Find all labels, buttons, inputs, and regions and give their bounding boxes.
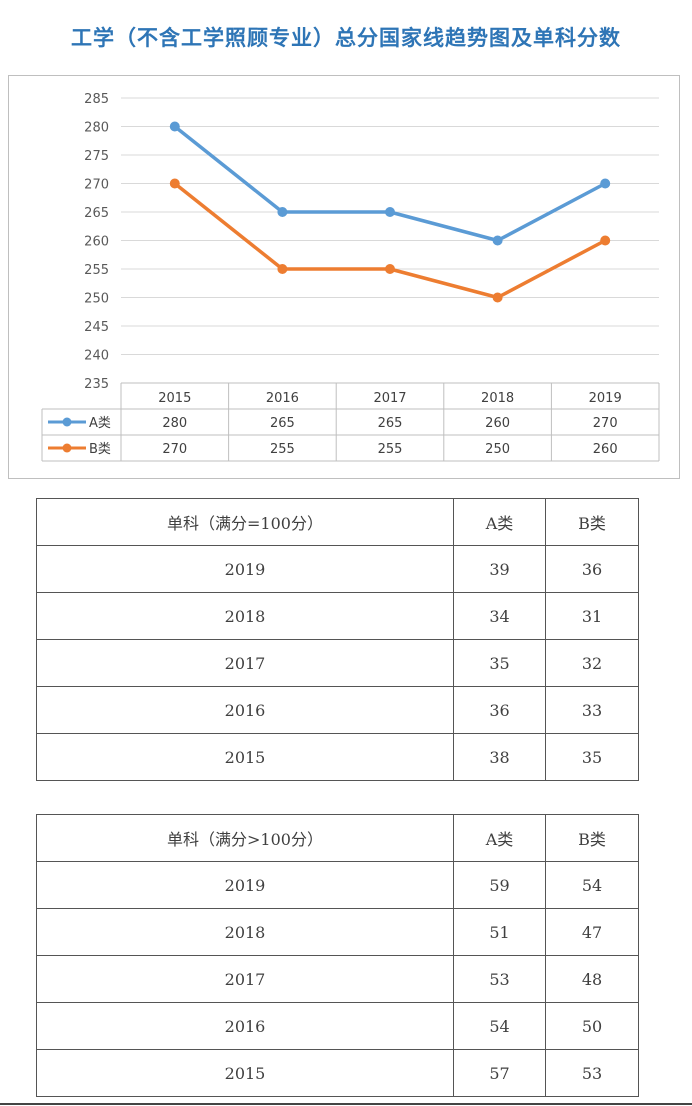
score-table-eq100: 单科（满分=100分） A类 B类 2019 39 36 2018 34 31 … — [36, 498, 639, 781]
y-tick-label: 240 — [84, 349, 109, 364]
trend-chart-svg: 235 240 245 250 255 260 265 270 275 280 285 2015 201… — [41, 92, 660, 462]
data-table-value: 255 — [378, 442, 403, 457]
table-row: 2018 51 47 — [36, 908, 639, 956]
data-point — [600, 235, 611, 246]
data-point — [277, 207, 288, 217]
row-a-score: 53 — [453, 955, 546, 1003]
row-year: 2018 — [36, 908, 454, 956]
row-year: 2016 — [36, 1002, 454, 1050]
row-year: 2019 — [36, 545, 454, 593]
legend-marker — [62, 417, 72, 427]
row-year: 2015 — [36, 1049, 454, 1097]
header-b: B类 — [545, 814, 639, 862]
row-year: 2019 — [36, 861, 454, 909]
table-row: 2019 39 36 — [36, 545, 639, 593]
trend-chart: 235 240 245 250 255 260 265 270 275 280 285 2015 201… — [8, 75, 680, 479]
row-b-score: 32 — [545, 639, 639, 687]
row-a-score: 36 — [453, 686, 546, 734]
header-subject: 单科（满分=100分） — [36, 498, 454, 546]
table-row: 2016 54 50 — [36, 1002, 639, 1050]
bottom-divider — [0, 1103, 692, 1105]
data-table-value: 260 — [485, 416, 510, 431]
data-table-value: 265 — [270, 416, 295, 431]
y-tick-label: 250 — [84, 292, 109, 307]
data-table-value: 270 — [162, 442, 187, 457]
table-header-row: 单科（满分>100分） A类 B类 — [36, 814, 639, 862]
y-tick-label: 255 — [84, 263, 109, 278]
x-tick-label: 2015 — [158, 391, 191, 406]
table-row: 2016 36 33 — [36, 686, 639, 734]
y-tick-label: 260 — [84, 235, 109, 250]
row-a-score: 38 — [453, 733, 546, 781]
header-subject: 单科（满分>100分） — [36, 814, 454, 862]
x-tick-label: 2019 — [589, 391, 622, 406]
row-a-score: 57 — [453, 1049, 546, 1097]
row-year: 2015 — [36, 733, 454, 781]
row-b-score: 33 — [545, 686, 639, 734]
row-b-score: 50 — [545, 1002, 639, 1050]
x-tick-label: 2016 — [266, 391, 299, 406]
row-year: 2017 — [36, 639, 454, 687]
legend-marker — [62, 443, 72, 453]
data-point — [600, 178, 611, 189]
table-row: 2017 53 48 — [36, 955, 639, 1003]
row-year: 2017 — [36, 955, 454, 1003]
y-tick-label: 270 — [84, 178, 109, 193]
row-a-score: 59 — [453, 861, 546, 909]
table-row: 2019 59 54 — [36, 861, 639, 909]
y-tick-label: 265 — [84, 206, 109, 221]
score-table-gt100: 单科（满分>100分） A类 B类 2019 59 54 2018 51 47 … — [36, 814, 639, 1097]
page-title: 工学（不含工学照顾专业）总分国家线趋势图及单科分数 — [71, 26, 621, 50]
y-tick-label: 235 — [84, 377, 109, 392]
row-a-score: 51 — [453, 908, 546, 956]
data-table-value: 255 — [270, 442, 295, 457]
table-row: 2015 57 53 — [36, 1049, 639, 1097]
header-b: B类 — [545, 498, 639, 546]
row-b-score: 31 — [545, 592, 639, 640]
table-row: 2017 35 32 — [36, 639, 639, 687]
x-tick-label: 2017 — [373, 391, 406, 406]
row-b-score: 35 — [545, 733, 639, 781]
data-point — [385, 207, 395, 217]
data-table-value: 250 — [485, 442, 510, 457]
y-tick-label: 285 — [84, 92, 109, 107]
data-table-value: 260 — [593, 442, 618, 457]
header-a: A类 — [453, 498, 546, 546]
table-row: 2015 38 35 — [36, 733, 639, 781]
legend-label: A类 — [89, 416, 111, 431]
row-b-score: 36 — [545, 545, 639, 593]
row-b-score: 54 — [545, 861, 639, 909]
row-year: 2018 — [36, 592, 454, 640]
data-point — [492, 235, 503, 246]
row-b-score: 47 — [545, 908, 639, 956]
y-tick-label: 280 — [84, 121, 109, 136]
data-table-value: 265 — [378, 416, 403, 431]
data-point — [277, 264, 288, 274]
row-a-score: 34 — [453, 592, 546, 640]
data-table-value: 270 — [593, 416, 618, 431]
y-tick-label: 245 — [84, 320, 109, 335]
table-row: 2018 34 31 — [36, 592, 639, 640]
data-table-value: 280 — [162, 416, 187, 431]
row-a-score: 39 — [453, 545, 546, 593]
y-tick-label: 275 — [84, 149, 109, 164]
legend-label: B类 — [89, 442, 111, 457]
data-point — [492, 292, 503, 303]
row-year: 2016 — [36, 686, 454, 734]
table-header-row: 单科（满分=100分） A类 B类 — [36, 498, 639, 546]
x-tick-label: 2018 — [481, 391, 514, 406]
data-point — [385, 264, 395, 274]
data-point — [169, 178, 180, 189]
row-b-score: 48 — [545, 955, 639, 1003]
row-a-score: 54 — [453, 1002, 546, 1050]
header-a: A类 — [453, 814, 546, 862]
data-point — [169, 121, 180, 132]
row-b-score: 53 — [545, 1049, 639, 1097]
row-a-score: 35 — [453, 639, 546, 687]
